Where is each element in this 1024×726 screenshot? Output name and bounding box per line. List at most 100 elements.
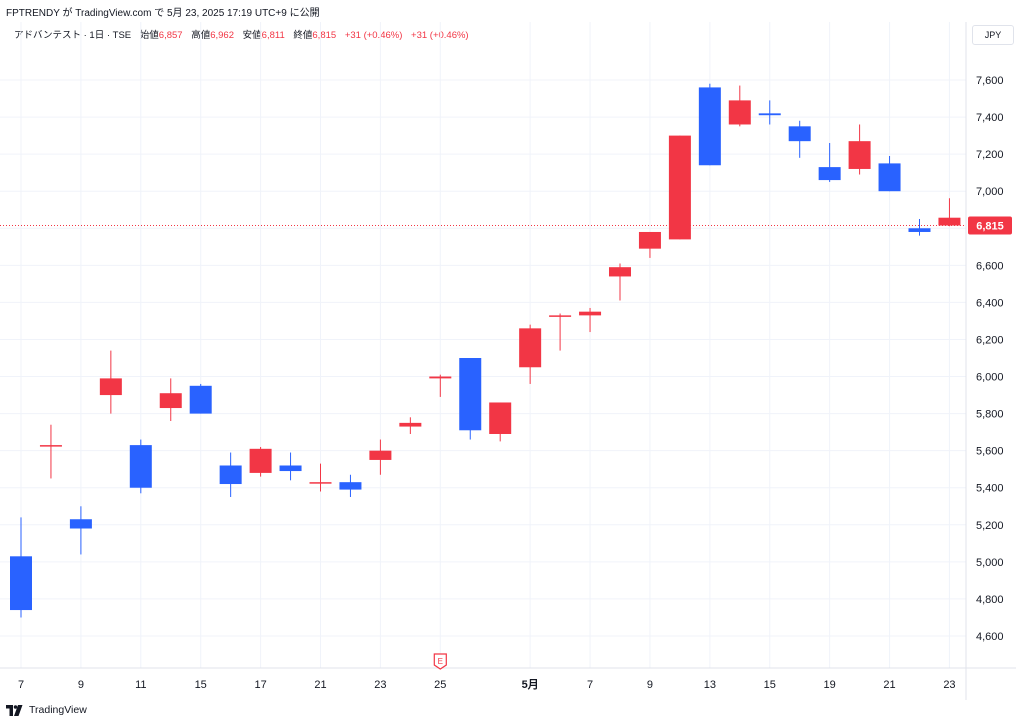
- candle[interactable]: [219, 452, 242, 497]
- price-tick-label: 6,600: [976, 260, 1004, 272]
- candle-body[interactable]: [429, 376, 452, 379]
- candle[interactable]: [309, 463, 332, 492]
- candle-body[interactable]: [219, 465, 242, 485]
- candle[interactable]: [429, 374, 452, 397]
- candle-body[interactable]: [159, 393, 182, 409]
- candle[interactable]: [728, 85, 751, 127]
- candle-body[interactable]: [279, 465, 302, 472]
- candle[interactable]: [369, 439, 392, 475]
- candle-body[interactable]: [938, 217, 961, 226]
- candle-body[interactable]: [99, 378, 122, 396]
- candle-body[interactable]: [189, 385, 212, 414]
- price-tick-label: 7,200: [976, 149, 1004, 161]
- earnings-markers[interactable]: E: [433, 653, 447, 670]
- candle[interactable]: [489, 402, 512, 442]
- time-tick-label: 5月: [522, 678, 539, 691]
- candle-body[interactable]: [519, 328, 542, 368]
- candle-body[interactable]: [69, 519, 92, 529]
- publish-author[interactable]: FPTRENDY: [6, 8, 60, 19]
- candle[interactable]: [10, 517, 32, 618]
- candle-body[interactable]: [698, 87, 721, 166]
- candle-body[interactable]: [369, 450, 392, 460]
- candle-body[interactable]: [668, 135, 691, 240]
- candle-body[interactable]: [788, 126, 811, 142]
- candle-body[interactable]: [728, 100, 751, 125]
- candle[interactable]: [519, 324, 542, 384]
- candle[interactable]: [579, 307, 602, 333]
- candle[interactable]: [279, 452, 302, 481]
- candle-body[interactable]: [249, 448, 272, 473]
- earnings-marker[interactable]: E: [433, 653, 447, 670]
- candle[interactable]: [908, 219, 931, 236]
- candle[interactable]: [609, 263, 631, 301]
- candle[interactable]: [159, 378, 182, 422]
- tradingview-logo-icon[interactable]: [6, 704, 24, 716]
- candle-body[interactable]: [818, 167, 841, 181]
- candle[interactable]: [698, 83, 721, 166]
- candle[interactable]: [638, 231, 661, 258]
- candle[interactable]: [788, 120, 811, 158]
- candle[interactable]: [129, 439, 152, 494]
- candle[interactable]: [459, 358, 482, 440]
- candle[interactable]: [938, 198, 961, 227]
- time-tick-label: 9: [78, 679, 84, 691]
- candle-body[interactable]: [878, 163, 901, 192]
- candle-body[interactable]: [489, 402, 512, 434]
- candle[interactable]: [758, 100, 781, 125]
- candle-body[interactable]: [579, 311, 602, 316]
- publish-site[interactable]: TradingView.com: [75, 8, 152, 19]
- candle[interactable]: [69, 506, 92, 555]
- candle-body[interactable]: [399, 422, 422, 427]
- publish-mid1: が: [62, 8, 73, 19]
- time-axis[interactable]: 7 9 11 15 17 21 23 25 5月 7 9 13 15 19 21 23: [18, 678, 956, 691]
- candle-body[interactable]: [609, 267, 631, 277]
- candle[interactable]: [549, 313, 572, 351]
- candle-body[interactable]: [39, 445, 62, 447]
- candle[interactable]: [848, 124, 871, 175]
- candle[interactable]: [878, 155, 901, 192]
- candle-body[interactable]: [459, 358, 482, 431]
- price-axis[interactable]: 4,600 4,800 5,000 5,200 5,400 5,600 5,800 6,000…: [968, 75, 1012, 643]
- time-tick-label: 15: [764, 679, 776, 691]
- candle-body[interactable]: [638, 231, 661, 249]
- candle[interactable]: [339, 474, 362, 497]
- candle[interactable]: [668, 135, 691, 240]
- price-tick-label: 5,000: [976, 557, 1004, 569]
- candle[interactable]: [249, 446, 272, 477]
- candle-body[interactable]: [848, 141, 871, 169]
- time-tick-label: 11: [135, 679, 146, 691]
- price-tick-label: 6,400: [976, 297, 1004, 309]
- legend-high-value: 6,962: [210, 30, 234, 41]
- last-price-label: 6,815: [976, 220, 1004, 232]
- candle[interactable]: [818, 143, 841, 182]
- time-tick-label: 21: [883, 679, 895, 691]
- price-tick-label: 5,200: [976, 520, 1004, 532]
- currency-button[interactable]: JPY: [972, 25, 1014, 45]
- earnings-marker-label: E: [438, 657, 443, 666]
- candle[interactable]: [39, 424, 62, 479]
- time-tick-label: 7: [587, 679, 593, 691]
- price-tick-label: 7,400: [976, 112, 1004, 124]
- candle-body[interactable]: [129, 445, 152, 488]
- candle-body[interactable]: [309, 482, 332, 484]
- price-tick-label: 7,600: [976, 75, 1004, 87]
- candle-body[interactable]: [908, 228, 931, 232]
- candle[interactable]: [399, 417, 422, 434]
- candle-body[interactable]: [549, 315, 572, 317]
- publish-info: FPTRENDY が TradingView.com で 5月 23, 2025…: [6, 4, 320, 19]
- candle[interactable]: [99, 350, 122, 414]
- candle-body[interactable]: [339, 482, 362, 490]
- legend-low-value: 6,811: [261, 30, 285, 41]
- legend-low-label: 安値: [242, 30, 262, 41]
- candle[interactable]: [189, 383, 212, 414]
- footer-brand[interactable]: TradingView: [29, 704, 87, 716]
- time-tick-label: 15: [195, 679, 207, 691]
- time-tick-label: 19: [824, 679, 836, 691]
- candles[interactable]: [10, 83, 961, 618]
- candle-body[interactable]: [10, 556, 32, 611]
- candle-body[interactable]: [758, 113, 781, 116]
- last-price-badge[interactable]: [968, 216, 1012, 235]
- grid-lines: [0, 22, 966, 668]
- legend-symbol[interactable]: アドバンテスト · 1日 · TSE: [14, 30, 132, 41]
